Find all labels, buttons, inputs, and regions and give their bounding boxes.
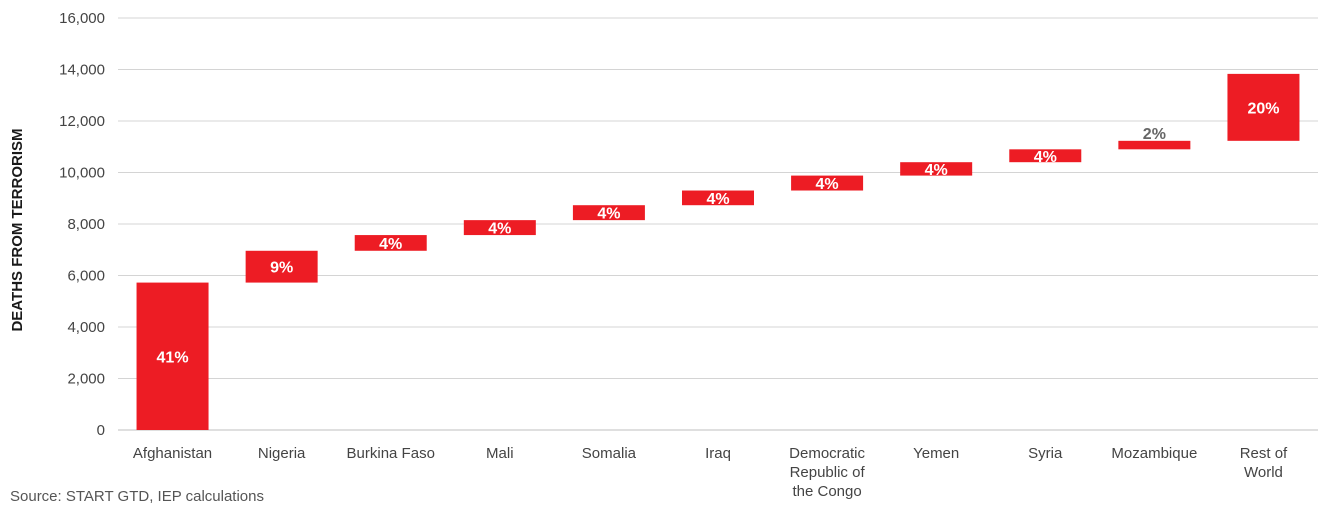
- bar-data-label: 20%: [1247, 100, 1279, 117]
- bar: [136, 282, 209, 430]
- bars: [136, 73, 1300, 430]
- bar-data-label: 4%: [597, 206, 620, 223]
- y-tick-label: 16,000: [59, 10, 105, 27]
- bar-data-label: 4%: [816, 176, 839, 193]
- y-tick-label: 2,000: [67, 371, 105, 388]
- bar-data-label: 4%: [706, 191, 729, 208]
- x-category-label: Democratic: [789, 445, 865, 462]
- x-category-label: Rest of: [1240, 445, 1288, 462]
- x-category-label: Afghanistan: [133, 445, 212, 462]
- bar-data-label: 4%: [925, 162, 948, 179]
- bar: [1227, 73, 1300, 141]
- x-category-label: the Congo: [792, 483, 861, 500]
- x-category-label: Nigeria: [258, 445, 306, 462]
- x-axis-categories: Afghanistan Nigeria Burkina Faso Mali Somali…: [133, 445, 1288, 500]
- bar-data-label: 9%: [270, 260, 293, 277]
- y-tick-label: 12,000: [59, 113, 105, 130]
- bar: [354, 235, 427, 251]
- bar-data-label: 4%: [379, 236, 402, 253]
- y-tick-label: 6,000: [67, 268, 105, 285]
- y-tick-label: 14,000: [59, 62, 105, 79]
- bar-data-label: 2%: [1143, 126, 1166, 143]
- y-tick-label: 10,000: [59, 165, 105, 182]
- bar: [572, 205, 645, 221]
- x-category-label: Burkina Faso: [347, 445, 435, 462]
- bar-data-label: 4%: [1034, 149, 1057, 166]
- bar: [1009, 149, 1082, 163]
- y-axis-ticks: 0 2,000 4,000 6,000 8,000 10,000 12,000 14,000 1…: [59, 10, 105, 439]
- y-tick-label: 4,000: [67, 319, 105, 336]
- y-tick-label: 8,000: [67, 216, 105, 233]
- x-category-label: World: [1244, 464, 1283, 481]
- bar: [682, 190, 754, 206]
- bar-data-label: 41%: [157, 349, 189, 366]
- bar-data-label: 4%: [488, 221, 511, 238]
- y-tick-label: 0: [97, 422, 105, 439]
- x-category-label: Somalia: [582, 445, 637, 462]
- x-category-label: Syria: [1028, 445, 1063, 462]
- x-category-label: Mali: [486, 445, 514, 462]
- gridlines: [118, 17, 1318, 431]
- bar: [791, 175, 864, 191]
- x-category-label: Iraq: [705, 445, 731, 462]
- data-labels: 41% 9% 4% 4% 4% 4% 4% 4% 4% 2% 20%: [157, 100, 1280, 366]
- x-category-label: Yemen: [913, 445, 959, 462]
- bar: [463, 220, 536, 236]
- x-category-label: Mozambique: [1111, 445, 1197, 462]
- bar: [900, 162, 973, 176]
- source-note: Source: START GTD, IEP calculations: [10, 488, 264, 505]
- x-category-label: Republic of: [790, 464, 866, 481]
- y-axis-label: DEATHS FROM TERRORISM: [9, 128, 26, 331]
- bar: [245, 250, 318, 283]
- bar: [1118, 140, 1191, 150]
